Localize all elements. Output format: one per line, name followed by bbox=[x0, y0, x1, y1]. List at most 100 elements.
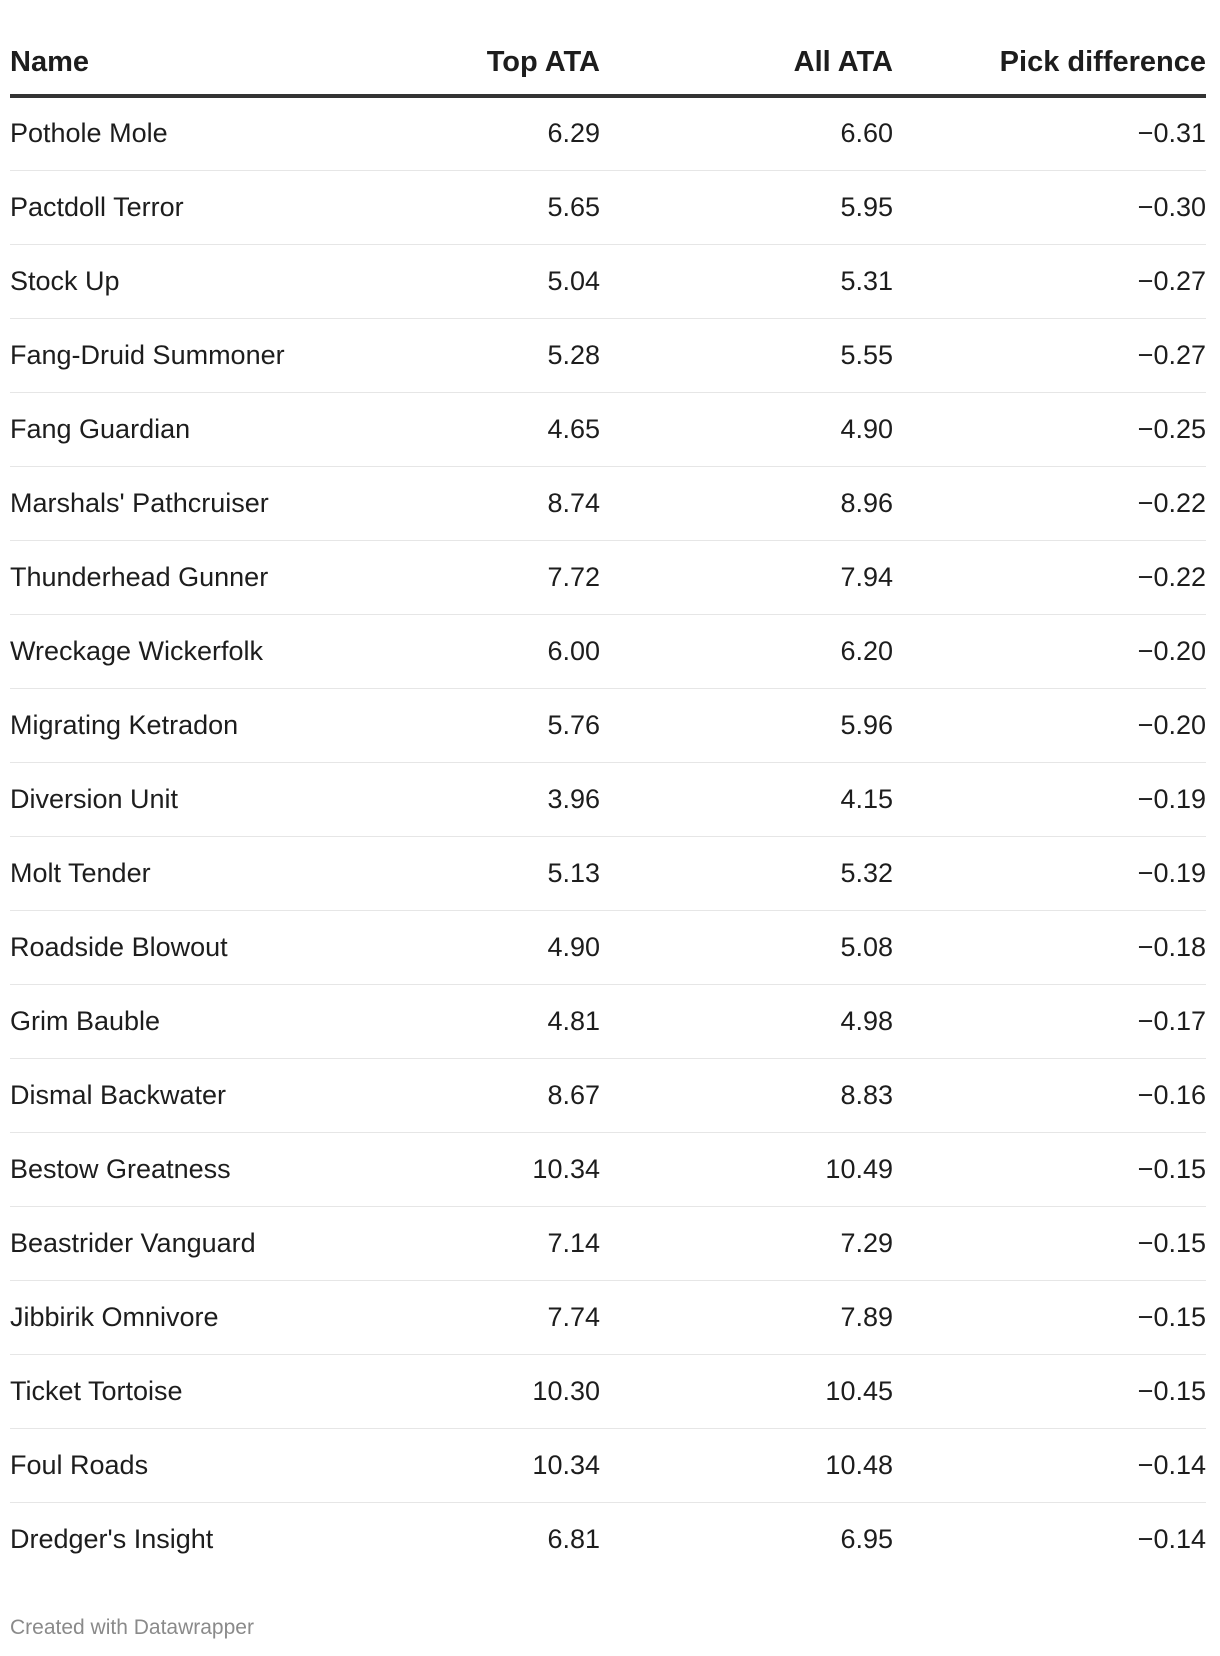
cell-pick-difference: −0.15 bbox=[893, 1280, 1206, 1354]
cell-pick-difference: −0.20 bbox=[893, 614, 1206, 688]
table-row: Foul Roads 10.34 10.48 −0.14 bbox=[10, 1428, 1206, 1502]
column-header-pick-difference[interactable]: Pick difference bbox=[893, 30, 1206, 96]
cell-name: Ticket Tortoise bbox=[10, 1354, 390, 1428]
cell-all-ata: 4.15 bbox=[600, 762, 893, 836]
cell-pick-difference: −0.14 bbox=[893, 1428, 1206, 1502]
cell-pick-difference: −0.19 bbox=[893, 762, 1206, 836]
cell-pick-difference: −0.19 bbox=[893, 836, 1206, 910]
table-row: Ticket Tortoise 10.30 10.45 −0.15 bbox=[10, 1354, 1206, 1428]
cell-name: Pothole Mole bbox=[10, 96, 390, 170]
table-header-row: Name Top ATA All ATA Pick difference bbox=[10, 30, 1206, 96]
cell-all-ata: 6.95 bbox=[600, 1502, 893, 1576]
cell-pick-difference: −0.15 bbox=[893, 1206, 1206, 1280]
cell-top-ata: 5.76 bbox=[390, 688, 600, 762]
cell-name: Dismal Backwater bbox=[10, 1058, 390, 1132]
cell-pick-difference: −0.16 bbox=[893, 1058, 1206, 1132]
table-row: Wreckage Wickerfolk 6.00 6.20 −0.20 bbox=[10, 614, 1206, 688]
cell-top-ata: 7.14 bbox=[390, 1206, 600, 1280]
cell-all-ata: 5.32 bbox=[600, 836, 893, 910]
cell-name: Marshals' Pathcruiser bbox=[10, 466, 390, 540]
table-row: Fang Guardian 4.65 4.90 −0.25 bbox=[10, 392, 1206, 466]
cell-name: Grim Bauble bbox=[10, 984, 390, 1058]
cell-all-ata: 5.31 bbox=[600, 244, 893, 318]
table-row: Jibbirik Omnivore 7.74 7.89 −0.15 bbox=[10, 1280, 1206, 1354]
cell-top-ata: 4.65 bbox=[390, 392, 600, 466]
cell-pick-difference: −0.22 bbox=[893, 466, 1206, 540]
cell-top-ata: 5.28 bbox=[390, 318, 600, 392]
cell-top-ata: 6.00 bbox=[390, 614, 600, 688]
cell-top-ata: 8.74 bbox=[390, 466, 600, 540]
cell-name: Stock Up bbox=[10, 244, 390, 318]
cell-all-ata: 8.83 bbox=[600, 1058, 893, 1132]
table-row: Beastrider Vanguard 7.14 7.29 −0.15 bbox=[10, 1206, 1206, 1280]
cell-top-ata: 10.34 bbox=[390, 1132, 600, 1206]
cell-top-ata: 5.04 bbox=[390, 244, 600, 318]
cell-name: Migrating Ketradon bbox=[10, 688, 390, 762]
cell-top-ata: 10.34 bbox=[390, 1428, 600, 1502]
cell-all-ata: 6.20 bbox=[600, 614, 893, 688]
cell-pick-difference: −0.27 bbox=[893, 318, 1206, 392]
cell-name: Fang-Druid Summoner bbox=[10, 318, 390, 392]
table-row: Pactdoll Terror 5.65 5.95 −0.30 bbox=[10, 170, 1206, 244]
data-table: Name Top ATA All ATA Pick difference Pot… bbox=[10, 30, 1206, 1576]
cell-top-ata: 3.96 bbox=[390, 762, 600, 836]
cell-pick-difference: −0.14 bbox=[893, 1502, 1206, 1576]
cell-name: Pactdoll Terror bbox=[10, 170, 390, 244]
cell-all-ata: 5.55 bbox=[600, 318, 893, 392]
table-body: Pothole Mole 6.29 6.60 −0.31 Pactdoll Terror… bbox=[10, 96, 1206, 1576]
cell-all-ata: 7.94 bbox=[600, 540, 893, 614]
table-row: Roadside Blowout 4.90 5.08 −0.18 bbox=[10, 910, 1206, 984]
cell-name: Fang Guardian bbox=[10, 392, 390, 466]
cell-all-ata: 4.98 bbox=[600, 984, 893, 1058]
cell-top-ata: 6.81 bbox=[390, 1502, 600, 1576]
cell-pick-difference: −0.27 bbox=[893, 244, 1206, 318]
table-row: Dredger's Insight 6.81 6.95 −0.14 bbox=[10, 1502, 1206, 1576]
column-header-all-ata[interactable]: All ATA bbox=[600, 30, 893, 96]
cell-top-ata: 4.90 bbox=[390, 910, 600, 984]
table-row: Thunderhead Gunner 7.72 7.94 −0.22 bbox=[10, 540, 1206, 614]
cell-name: Wreckage Wickerfolk bbox=[10, 614, 390, 688]
cell-pick-difference: −0.20 bbox=[893, 688, 1206, 762]
cell-name: Molt Tender bbox=[10, 836, 390, 910]
cell-all-ata: 5.96 bbox=[600, 688, 893, 762]
cell-pick-difference: −0.25 bbox=[893, 392, 1206, 466]
cell-top-ata: 6.29 bbox=[390, 96, 600, 170]
cell-top-ata: 7.72 bbox=[390, 540, 600, 614]
column-header-name[interactable]: Name bbox=[10, 30, 390, 96]
cell-all-ata: 5.95 bbox=[600, 170, 893, 244]
cell-pick-difference: −0.30 bbox=[893, 170, 1206, 244]
cell-name: Roadside Blowout bbox=[10, 910, 390, 984]
cell-all-ata: 10.49 bbox=[600, 1132, 893, 1206]
cell-all-ata: 10.48 bbox=[600, 1428, 893, 1502]
cell-top-ata: 5.65 bbox=[390, 170, 600, 244]
column-header-top-ata[interactable]: Top ATA bbox=[390, 30, 600, 96]
cell-name: Jibbirik Omnivore bbox=[10, 1280, 390, 1354]
table-row: Stock Up 5.04 5.31 −0.27 bbox=[10, 244, 1206, 318]
cell-all-ata: 10.45 bbox=[600, 1354, 893, 1428]
table-row: Molt Tender 5.13 5.32 −0.19 bbox=[10, 836, 1206, 910]
cell-all-ata: 5.08 bbox=[600, 910, 893, 984]
cell-all-ata: 8.96 bbox=[600, 466, 893, 540]
table-row: Grim Bauble 4.81 4.98 −0.17 bbox=[10, 984, 1206, 1058]
cell-all-ata: 7.29 bbox=[600, 1206, 893, 1280]
table-row: Dismal Backwater 8.67 8.83 −0.16 bbox=[10, 1058, 1206, 1132]
table-row: Pothole Mole 6.29 6.60 −0.31 bbox=[10, 96, 1206, 170]
cell-pick-difference: −0.22 bbox=[893, 540, 1206, 614]
cell-top-ata: 10.30 bbox=[390, 1354, 600, 1428]
cell-top-ata: 5.13 bbox=[390, 836, 600, 910]
table-row: Migrating Ketradon 5.76 5.96 −0.20 bbox=[10, 688, 1206, 762]
cell-name: Dredger's Insight bbox=[10, 1502, 390, 1576]
cell-all-ata: 6.60 bbox=[600, 96, 893, 170]
footer-credit[interactable]: Created with Datawrapper bbox=[10, 1616, 254, 1640]
cell-all-ata: 4.90 bbox=[600, 392, 893, 466]
cell-pick-difference: −0.15 bbox=[893, 1354, 1206, 1428]
table-row: Fang-Druid Summoner 5.28 5.55 −0.27 bbox=[10, 318, 1206, 392]
table-row: Marshals' Pathcruiser 8.74 8.96 −0.22 bbox=[10, 466, 1206, 540]
cell-top-ata: 4.81 bbox=[390, 984, 600, 1058]
cell-name: Bestow Greatness bbox=[10, 1132, 390, 1206]
cell-name: Foul Roads bbox=[10, 1428, 390, 1502]
cell-pick-difference: −0.31 bbox=[893, 96, 1206, 170]
table-row: Bestow Greatness 10.34 10.49 −0.15 bbox=[10, 1132, 1206, 1206]
cell-pick-difference: −0.15 bbox=[893, 1132, 1206, 1206]
